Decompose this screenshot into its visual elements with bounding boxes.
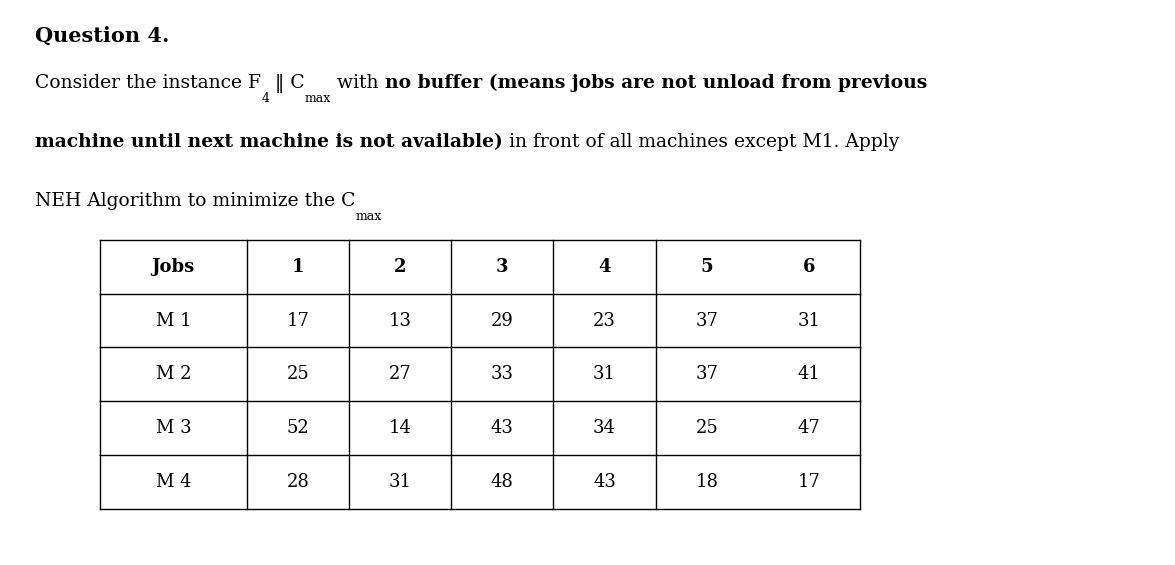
- Text: max: max: [306, 92, 331, 105]
- Text: 28: 28: [287, 473, 309, 490]
- Text: NEH Algorithm to minimize the C: NEH Algorithm to minimize the C: [35, 192, 356, 210]
- Text: Question 4.: Question 4.: [35, 25, 169, 45]
- Text: ‖ C: ‖ C: [269, 73, 306, 93]
- Text: 31: 31: [389, 473, 411, 490]
- Text: 29: 29: [491, 312, 513, 329]
- Text: M 4: M 4: [155, 473, 192, 490]
- Text: 33: 33: [491, 366, 513, 383]
- Text: 4: 4: [261, 92, 269, 105]
- Text: 43: 43: [593, 473, 616, 490]
- Text: machine until next machine is not available): machine until next machine is not availa…: [35, 133, 503, 151]
- Text: 23: 23: [593, 312, 616, 329]
- Text: M 3: M 3: [155, 419, 192, 437]
- Text: 43: 43: [491, 419, 513, 437]
- Text: 48: 48: [491, 473, 513, 490]
- Text: 4: 4: [598, 258, 611, 276]
- Text: 37: 37: [696, 312, 718, 329]
- Text: 34: 34: [593, 419, 616, 437]
- Text: 41: 41: [798, 366, 820, 383]
- Text: 25: 25: [696, 419, 718, 437]
- Text: 25: 25: [287, 366, 309, 383]
- Text: M 2: M 2: [155, 366, 192, 383]
- Text: 3: 3: [496, 258, 509, 276]
- Text: 1: 1: [291, 258, 304, 276]
- Text: 37: 37: [696, 366, 718, 383]
- Text: Consider the instance F: Consider the instance F: [35, 73, 261, 92]
- Text: 14: 14: [389, 419, 411, 437]
- Text: 31: 31: [593, 366, 616, 383]
- Text: Jobs: Jobs: [152, 258, 195, 276]
- Text: 5: 5: [700, 258, 713, 276]
- Text: 52: 52: [287, 419, 309, 437]
- Text: 2: 2: [394, 258, 407, 276]
- Text: max: max: [356, 210, 382, 223]
- Text: 17: 17: [798, 473, 820, 490]
- Text: 6: 6: [803, 258, 815, 276]
- Text: no buffer (means jobs are not unload from previous: no buffer (means jobs are not unload fro…: [384, 73, 927, 92]
- Text: 18: 18: [696, 473, 718, 490]
- Text: 27: 27: [389, 366, 411, 383]
- Text: 31: 31: [798, 312, 820, 329]
- Text: with: with: [331, 73, 384, 92]
- Text: 13: 13: [389, 312, 411, 329]
- Text: M 1: M 1: [155, 312, 192, 329]
- Text: 47: 47: [798, 419, 820, 437]
- Text: 17: 17: [287, 312, 309, 329]
- Text: in front of all machines except M1. Apply: in front of all machines except M1. Appl…: [503, 133, 899, 151]
